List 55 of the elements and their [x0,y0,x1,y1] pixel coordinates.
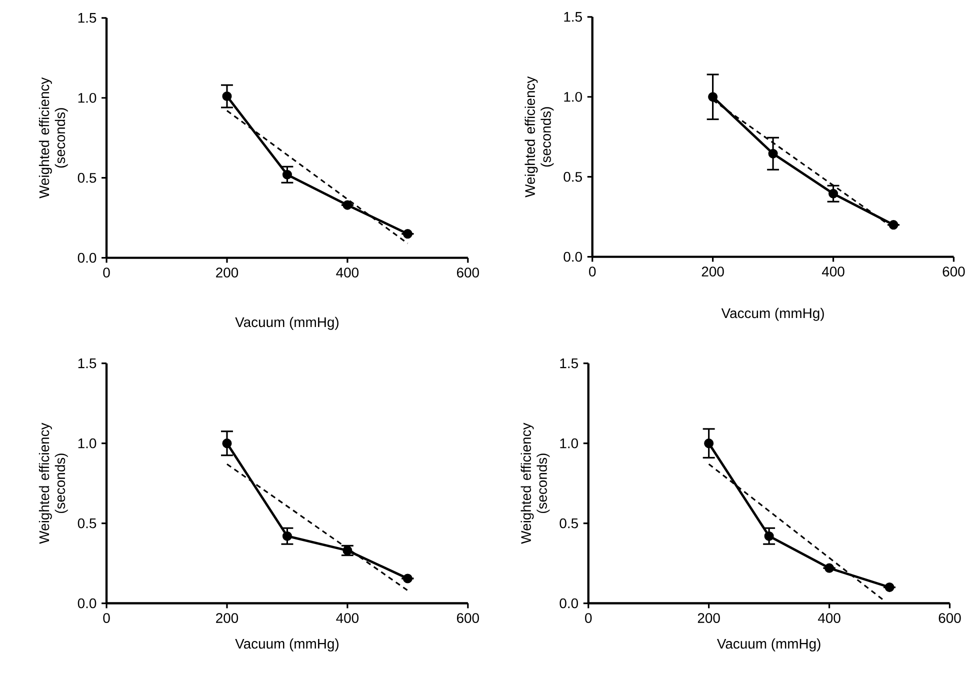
x-tick-label: 200 [216,613,238,623]
y-tick-label: 0.5 [78,172,96,183]
x-tick-label: 600 [456,268,479,278]
x-tick-label: 200 [698,613,720,623]
point [222,438,232,448]
x-tick-label: 0 [589,266,596,277]
x-tick-label: 0 [103,613,110,623]
x-axis-title: Vacuum (mmHg) [716,638,820,652]
y-tick-label: 1.5 [564,12,582,22]
point [704,438,714,448]
point [342,200,352,210]
y-tick-label: 1.5 [560,358,578,368]
point [402,574,412,584]
point [828,188,838,198]
y-tick-label: 1.5 [78,358,96,368]
point [888,220,898,230]
y-tick-label: 1.0 [78,438,96,448]
y-tick-label: 1.5 [78,13,96,23]
y-tick-label: 1.0 [564,92,582,102]
point [402,229,412,239]
point [824,563,834,573]
point [768,148,778,158]
y-tick-label: 0.0 [560,598,578,608]
x-axis-title: Vaccum (mmHg) [721,308,824,321]
y-tick-label: 0.5 [78,518,96,528]
x-tick-label: 600 [456,613,479,623]
x-tick-label: 200 [216,268,238,278]
point [282,531,292,541]
x-axis-title: Vacuum (mmHg) [235,638,338,652]
y-axis-title: Weighted efficiency (seconds) [38,77,68,198]
y-axis-title: Weighted efficiency (seconds) [524,76,554,198]
x-tick-label: 0 [103,268,110,278]
x-tick-label: 200 [702,266,724,277]
point [884,582,894,592]
x-tick-label: 400 [822,266,844,277]
x-tick-label: 400 [818,613,840,623]
point [222,92,232,102]
y-tick-label: 0.0 [78,252,96,263]
x-tick-label: 600 [942,266,965,277]
y-tick-label: 1.0 [560,438,578,448]
y-tick-label: 0.0 [78,598,96,608]
x-tick-label: 600 [938,613,961,623]
point [282,170,292,180]
point [708,92,718,102]
y-tick-label: 0.0 [564,252,582,262]
y-tick-label: 0.5 [564,172,582,182]
y-tick-label: 0.5 [560,518,578,528]
y-axis-title: Weighted efficiency (seconds) [520,422,550,544]
x-tick-label: 0 [585,613,592,623]
x-tick-label: 400 [336,268,359,278]
x-tick-label: 400 [336,613,359,623]
x-axis-title: Vacuum (mmHg) [235,316,338,330]
y-axis-title: Weighted efficiency (seconds) [38,422,68,544]
point [764,531,774,541]
y-tick-label: 1.0 [78,92,96,103]
